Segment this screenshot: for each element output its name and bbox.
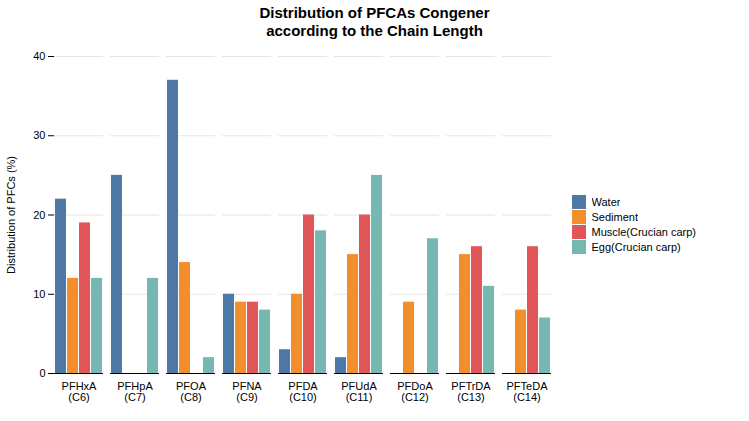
svg-text:40: 40: [33, 50, 45, 62]
html-text:Water: Water: [591, 195, 621, 208]
svg-text:PFNA(C9): PFNA(C9): [232, 380, 262, 403]
svg-text:PFDA(C10): PFDA(C10): [288, 380, 318, 403]
svg-text:30: 30: [33, 129, 45, 141]
html-text:Sediment: Sediment: [591, 210, 638, 223]
svg-text:Distribution of PFCs (%): Distribution of PFCs (%): [5, 156, 17, 274]
html-text:Distribution of PFCAs Congener: Distribution of PFCAs Congener according…: [259, 4, 490, 39]
svg-text:PFHpA(C7): PFHpA(C7): [117, 380, 153, 403]
html-text:Muscle(Crucian carp): Muscle(Crucian carp): [591, 225, 696, 238]
svg-text:20: 20: [33, 209, 45, 221]
svg-text:PFTrDA(C13): PFTrDA(C13): [451, 380, 491, 403]
svg-text:PFUdA(C11): PFUdA(C11): [341, 380, 377, 403]
svg-text:PFTeDA(C14): PFTeDA(C14): [507, 380, 549, 403]
svg-text:10: 10: [33, 288, 45, 300]
svg-text:PFOA(C8): PFOA(C8): [176, 380, 207, 403]
svg-text:PFDoA(C12): PFDoA(C12): [397, 380, 433, 403]
html-text:Egg(Crucian carp): Egg(Crucian carp): [591, 240, 681, 253]
svg-text:0: 0: [39, 367, 45, 379]
svg-text:PFHxA(C6): PFHxA(C6): [62, 380, 98, 403]
